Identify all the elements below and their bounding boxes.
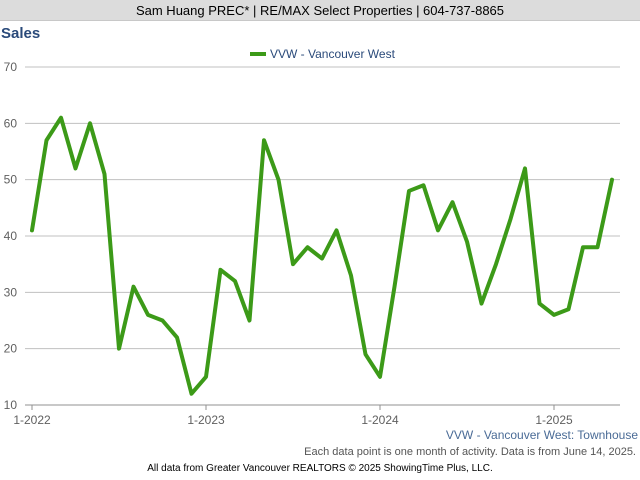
x-tick-label: 1-2025 [535, 413, 573, 427]
data-point[interactable] [494, 262, 498, 266]
data-point[interactable] [175, 335, 179, 339]
data-note: Each data point is one month of activity… [304, 446, 636, 458]
data-point[interactable] [364, 352, 368, 356]
data-point[interactable] [103, 172, 107, 176]
data-point[interactable] [233, 279, 237, 283]
data-point[interactable] [306, 245, 310, 249]
data-point[interactable] [552, 313, 556, 317]
y-tick-label: 50 [4, 173, 18, 187]
y-axis-labels: 10 20 30 40 50 60 70 [4, 60, 18, 412]
data-point[interactable] [567, 307, 571, 311]
data-point[interactable] [262, 138, 266, 142]
data-point[interactable] [248, 319, 252, 323]
footer-credit: All data from Greater Vancouver REALTORS… [147, 463, 493, 474]
x-tick-label: 1-2022 [13, 413, 51, 427]
banner-text: Sam Huang PREC* | RE/MAX Select Properti… [135, 2, 505, 18]
data-point[interactable] [523, 166, 527, 170]
y-tick-label: 30 [4, 285, 18, 299]
data-point[interactable] [320, 257, 324, 261]
data-point[interactable] [596, 245, 600, 249]
data-point[interactable] [378, 375, 382, 379]
data-point[interactable] [509, 217, 513, 221]
data-point[interactable] [277, 178, 281, 182]
data-point[interactable] [161, 319, 165, 323]
data-point[interactable] [581, 245, 585, 249]
data-point[interactable] [291, 262, 295, 266]
data-point[interactable] [59, 116, 63, 120]
data-point[interactable] [407, 189, 411, 193]
series-line[interactable] [30, 115, 614, 396]
chart-title: Sales [1, 25, 41, 42]
data-point[interactable] [219, 268, 223, 272]
data-point[interactable] [349, 273, 353, 277]
legend[interactable]: VVW - Vancouver West [250, 47, 396, 61]
data-point[interactable] [146, 313, 150, 317]
y-tick-label: 40 [4, 229, 18, 243]
data-point[interactable] [436, 228, 440, 232]
data-point[interactable] [30, 228, 34, 232]
data-point[interactable] [45, 138, 49, 142]
data-point[interactable] [480, 302, 484, 306]
x-tick-label: 1-2023 [187, 413, 225, 427]
chart-subtitle: VVW - Vancouver West: Townhouse [446, 428, 638, 442]
y-tick-label: 20 [4, 342, 18, 356]
legend-label: VVW - Vancouver West [270, 47, 396, 61]
x-tick-label: 1-2024 [361, 413, 399, 427]
data-point[interactable] [204, 375, 208, 379]
data-point[interactable] [465, 240, 469, 244]
data-point[interactable] [88, 121, 92, 125]
data-point[interactable] [190, 392, 194, 396]
data-point[interactable] [117, 347, 121, 351]
y-tick-label: 10 [4, 398, 18, 412]
series-group [30, 115, 614, 396]
x-axis: 1-2022 1-2023 1-2024 1-2025 [13, 404, 620, 427]
data-point[interactable] [451, 200, 455, 204]
y-tick-label: 60 [4, 116, 18, 130]
data-point[interactable] [538, 302, 542, 306]
y-tick-label: 70 [4, 60, 18, 74]
data-point[interactable] [422, 183, 426, 187]
data-point[interactable] [132, 285, 136, 289]
data-point[interactable] [393, 285, 397, 289]
data-point[interactable] [335, 228, 339, 232]
data-point[interactable] [610, 178, 614, 182]
data-point[interactable] [74, 166, 78, 170]
top-banner: Sam Huang PREC* | RE/MAX Select Properti… [0, 0, 640, 21]
